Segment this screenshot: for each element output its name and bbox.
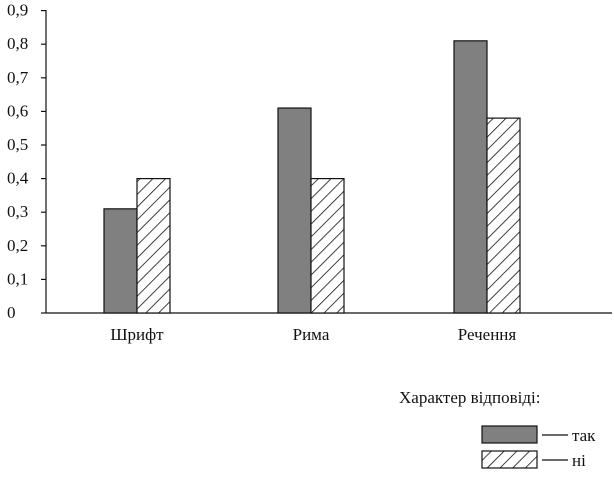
bar-так-Рима	[277, 107, 312, 314]
bar-ні-Рима	[310, 178, 345, 314]
y-tick-label: 0,8	[7, 34, 28, 53]
chart-legend: Характер відповіді: так ні	[399, 388, 596, 470]
y-tick-label: 0,2	[7, 236, 28, 255]
legend-label-ні: ні	[572, 451, 586, 470]
x-tick-label: Речення	[458, 325, 517, 344]
chart-bars	[103, 40, 521, 314]
y-tick-label: 0,4	[7, 169, 29, 188]
y-tick-label: 0,6	[7, 101, 28, 120]
y-tick-label: 0,5	[7, 135, 28, 154]
legend-label-так: так	[572, 426, 596, 445]
y-tick-label: 0,7	[7, 68, 29, 87]
y-axis-ticks: 0 0,1 0,2 0,3 0,4 0,5 0,6 0,7 0,8 0,9	[7, 1, 46, 322]
y-tick-label: 0,3	[7, 202, 28, 221]
bar-так-Шрифт	[103, 208, 138, 314]
x-tick-label: Шрифт	[110, 325, 164, 344]
legend-swatch-ні	[481, 450, 538, 469]
bar-так-Речення	[453, 40, 488, 314]
y-tick-label: 0,9	[7, 1, 28, 20]
bar-ні-Речення	[486, 117, 521, 314]
bar-ні-Шрифт	[136, 178, 171, 314]
y-tick-label: 0	[7, 303, 16, 322]
x-tick-label: Рима	[293, 325, 330, 344]
legend-swatch-так	[481, 425, 538, 444]
legend-title: Характер відповіді:	[399, 388, 540, 407]
x-axis-labels: Шрифт Рима Речення	[110, 325, 516, 344]
y-tick-label: 0,1	[7, 269, 28, 288]
